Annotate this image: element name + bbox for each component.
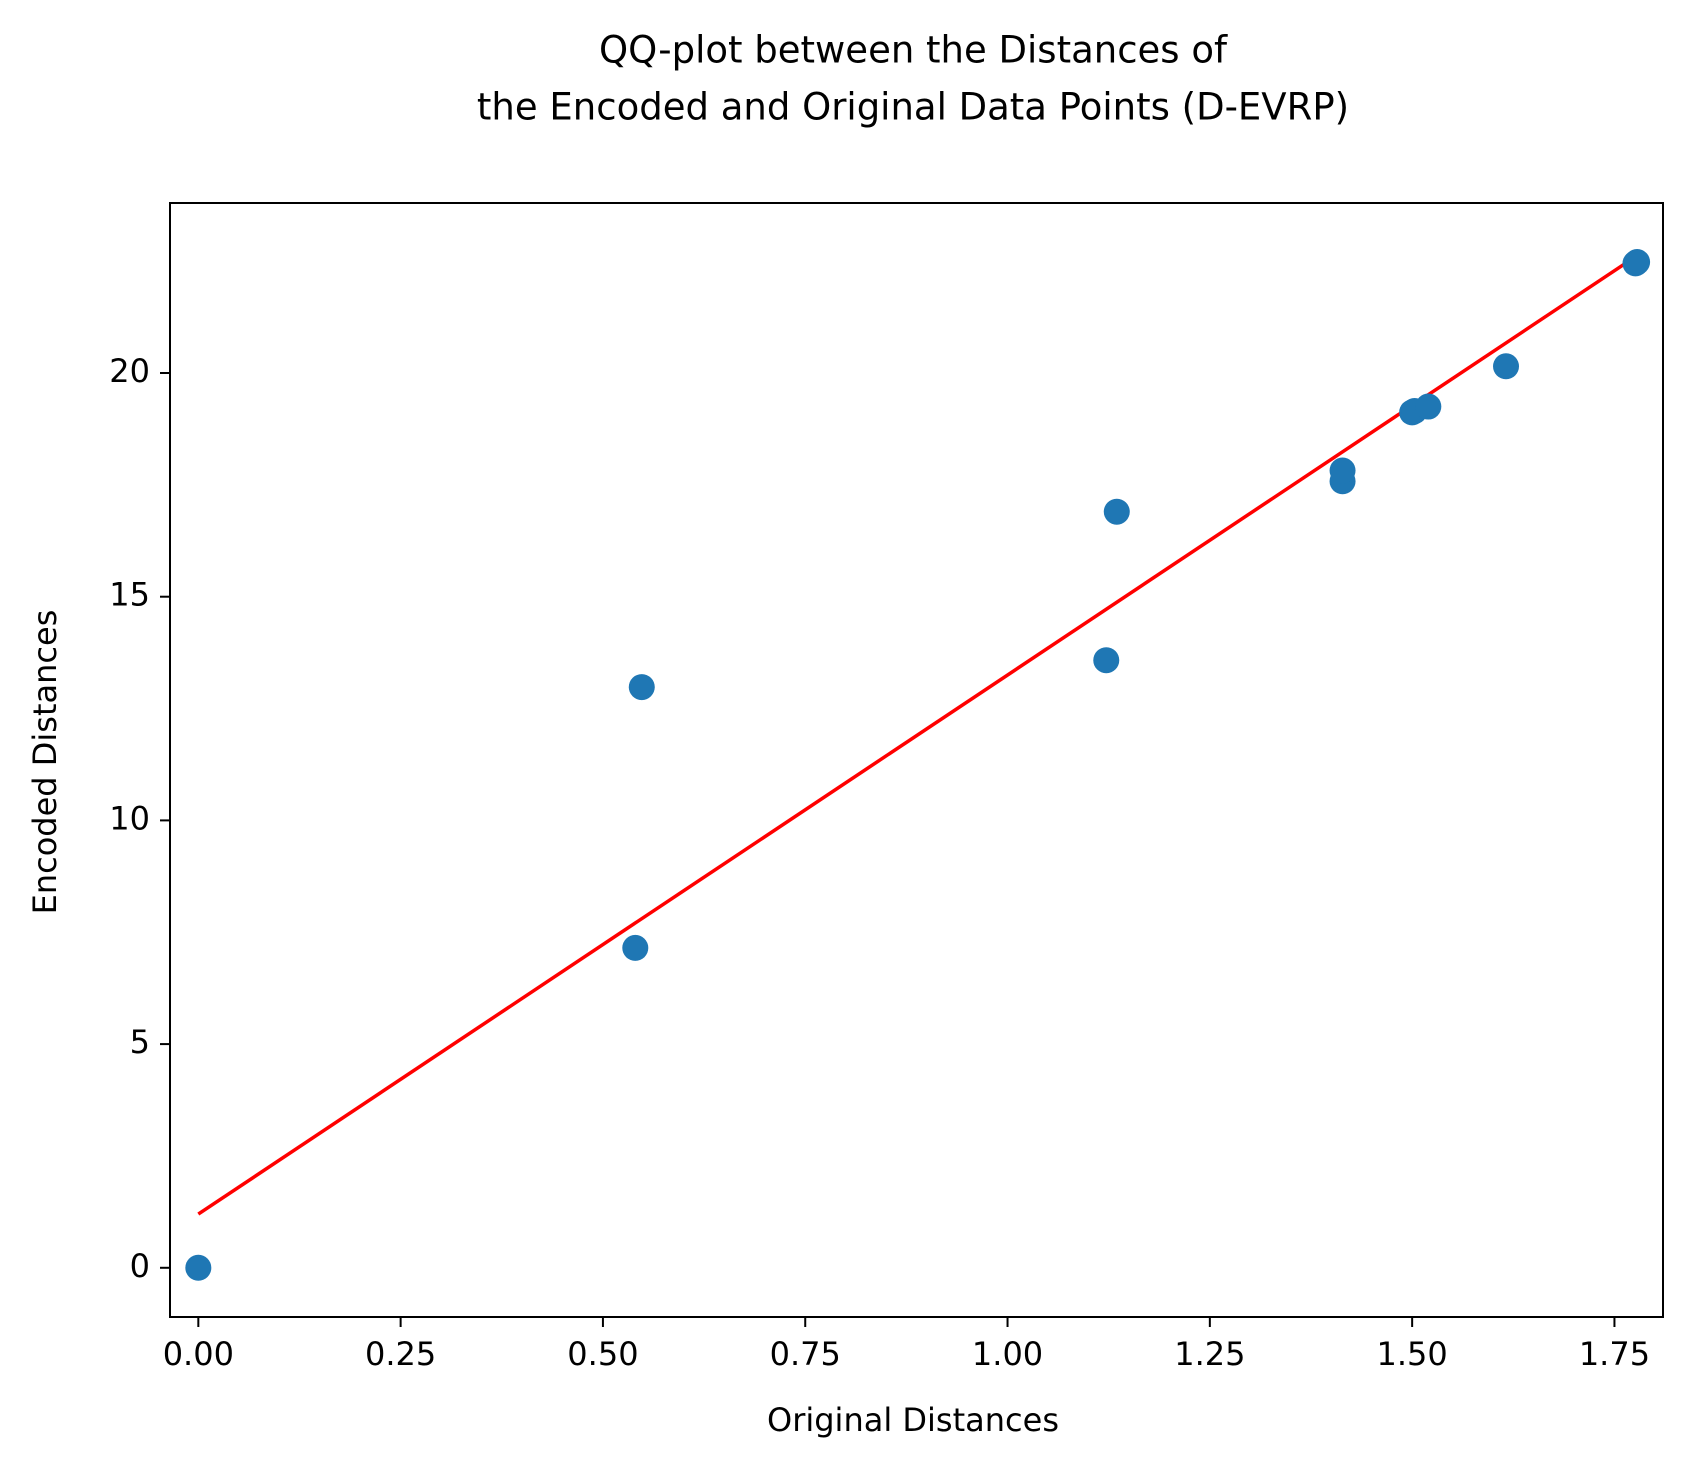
y-tick-label: 10 (109, 799, 150, 837)
scatter-point (628, 674, 655, 701)
x-axis-ticks: 0.00 0.25 0.50 0.75 1.00 1.25 1.50 1.75 (163, 1317, 1650, 1373)
scatter-point (622, 934, 649, 961)
fit-line-layer (197, 255, 1637, 1216)
x-axis-label: Original Distances (767, 1401, 1059, 1439)
x-tick-label: 0.00 (163, 1335, 234, 1373)
chart-title-line-2: the Encoded and Original Data Points (D-… (477, 86, 1349, 129)
fit-line (197, 255, 1637, 1216)
x-tick-label: 1.50 (1377, 1335, 1448, 1373)
chart-title-line-1: QQ-plot between the Distances of (599, 29, 1228, 72)
x-tick-label: 1.25 (1174, 1335, 1245, 1373)
y-tick-label: 20 (109, 352, 150, 390)
scatter-point (1624, 249, 1651, 276)
scatter-point (185, 1254, 212, 1281)
y-tick-label: 5 (130, 1023, 150, 1061)
scatter-point (1415, 393, 1442, 420)
scatter-points (185, 249, 1651, 1281)
y-tick-label: 0 (130, 1247, 150, 1285)
plot-frame (169, 202, 1664, 1318)
x-tick-label: 1.75 (1579, 1335, 1650, 1373)
scatter-point (1329, 457, 1356, 484)
x-tick-label: 1.00 (972, 1335, 1043, 1373)
scatter-point (1103, 498, 1130, 525)
y-axis-ticks: 0 5 10 15 20 (109, 352, 170, 1285)
scatter-point (1493, 353, 1520, 380)
scatter-point (1093, 647, 1120, 674)
y-tick-label: 15 (109, 576, 150, 614)
x-tick-label: 0.75 (770, 1335, 841, 1373)
y-axis-label: Encoded Distances (26, 610, 64, 915)
x-tick-label: 0.25 (365, 1335, 436, 1373)
x-tick-label: 0.50 (567, 1335, 638, 1373)
